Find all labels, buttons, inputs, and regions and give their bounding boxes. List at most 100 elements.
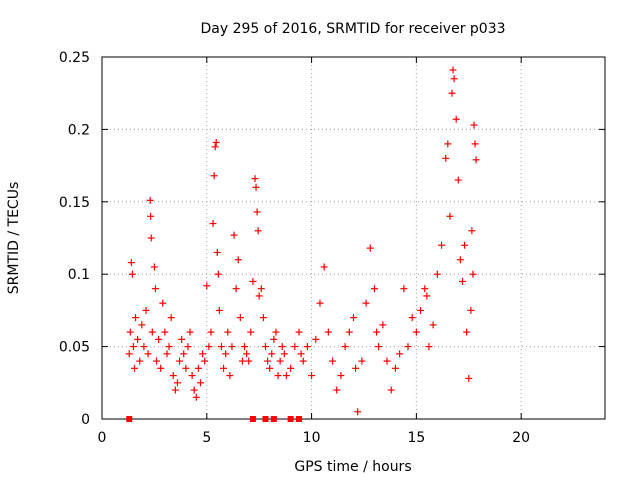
data-point	[224, 328, 232, 336]
data-point	[163, 350, 171, 358]
data-point	[144, 350, 152, 358]
data-point	[210, 172, 218, 180]
data-point	[186, 328, 194, 336]
data-point	[152, 357, 160, 365]
data-point	[287, 364, 295, 372]
zero-value-marker	[270, 416, 277, 422]
x-tick-label: 0	[98, 430, 107, 446]
data-point	[243, 350, 251, 358]
data-point	[454, 176, 462, 184]
data-point	[412, 328, 420, 336]
data-point	[171, 386, 179, 394]
data-point	[450, 75, 458, 83]
data-point	[299, 357, 307, 365]
data-point	[425, 343, 433, 351]
data-point	[257, 285, 265, 293]
data-point	[268, 350, 276, 358]
y-tick-label: 0	[81, 412, 90, 428]
data-point	[205, 343, 213, 351]
x-tick-label: 20	[512, 430, 530, 446]
data-point	[222, 350, 230, 358]
data-point	[375, 343, 383, 351]
data-point	[433, 270, 441, 278]
zero-value-marker	[287, 416, 294, 422]
data-point	[470, 121, 478, 129]
data-point	[423, 292, 431, 300]
data-point	[165, 343, 173, 351]
data-point	[461, 241, 469, 249]
data-point	[472, 156, 480, 164]
data-point	[226, 372, 234, 380]
data-point	[234, 256, 242, 264]
data-point	[157, 364, 165, 372]
data-point	[214, 270, 222, 278]
data-point	[276, 357, 284, 365]
data-point	[138, 321, 146, 329]
data-point	[259, 314, 267, 322]
data-point	[252, 183, 260, 191]
data-point	[201, 357, 209, 365]
data-point	[469, 270, 477, 278]
data-point	[241, 343, 249, 351]
data-point	[456, 256, 464, 264]
data-point	[345, 328, 353, 336]
data-point	[452, 115, 460, 123]
data-point	[444, 140, 452, 148]
data-point	[148, 328, 156, 336]
data-point	[291, 343, 299, 351]
data-point	[272, 328, 280, 336]
data-point	[146, 196, 154, 204]
data-point	[142, 306, 150, 314]
data-point	[266, 364, 274, 372]
data-point	[255, 292, 263, 300]
data-point	[167, 314, 175, 322]
data-point	[127, 259, 135, 267]
data-point	[366, 244, 374, 252]
data-point	[408, 314, 416, 322]
data-point	[261, 343, 269, 351]
data-point	[230, 231, 238, 239]
data-point	[169, 372, 177, 380]
data-point	[203, 282, 211, 290]
data-point	[421, 285, 429, 293]
y-tick-label: 0.15	[59, 195, 90, 211]
y-tick-label: 0.1	[68, 267, 90, 283]
data-point	[442, 154, 450, 162]
y-tick-label: 0.25	[59, 50, 90, 66]
data-point	[132, 314, 140, 322]
data-point	[404, 343, 412, 351]
data-point	[159, 299, 167, 307]
data-point	[217, 343, 225, 351]
data-point	[140, 343, 148, 351]
data-point	[213, 248, 221, 256]
data-point	[247, 328, 255, 336]
data-point	[129, 343, 137, 351]
data-point	[417, 306, 425, 314]
data-point	[211, 143, 219, 151]
data-point	[354, 408, 362, 416]
data-point	[197, 379, 205, 387]
data-point	[126, 328, 134, 336]
zero-value-marker	[262, 416, 269, 422]
data-point	[320, 263, 328, 271]
data-point	[236, 314, 244, 322]
data-point	[147, 234, 155, 242]
data-point	[207, 328, 215, 336]
plot-frame	[101, 56, 606, 420]
zero-value-marker	[249, 416, 256, 422]
data-point	[280, 350, 288, 358]
data-point	[270, 335, 278, 343]
axis-ticks: 0 5 10 15 20 0 0.05 0.1 0.15 0.2 0.25	[59, 50, 605, 446]
data-point	[209, 220, 217, 228]
data-point	[254, 227, 262, 235]
data-point	[312, 335, 320, 343]
data-point	[264, 357, 272, 365]
data-point	[383, 357, 391, 365]
data-point	[128, 270, 136, 278]
zero-value-marker	[296, 416, 303, 422]
data-point	[192, 393, 200, 401]
data-point	[190, 386, 198, 394]
data-point	[448, 89, 456, 97]
data-points	[125, 66, 480, 422]
